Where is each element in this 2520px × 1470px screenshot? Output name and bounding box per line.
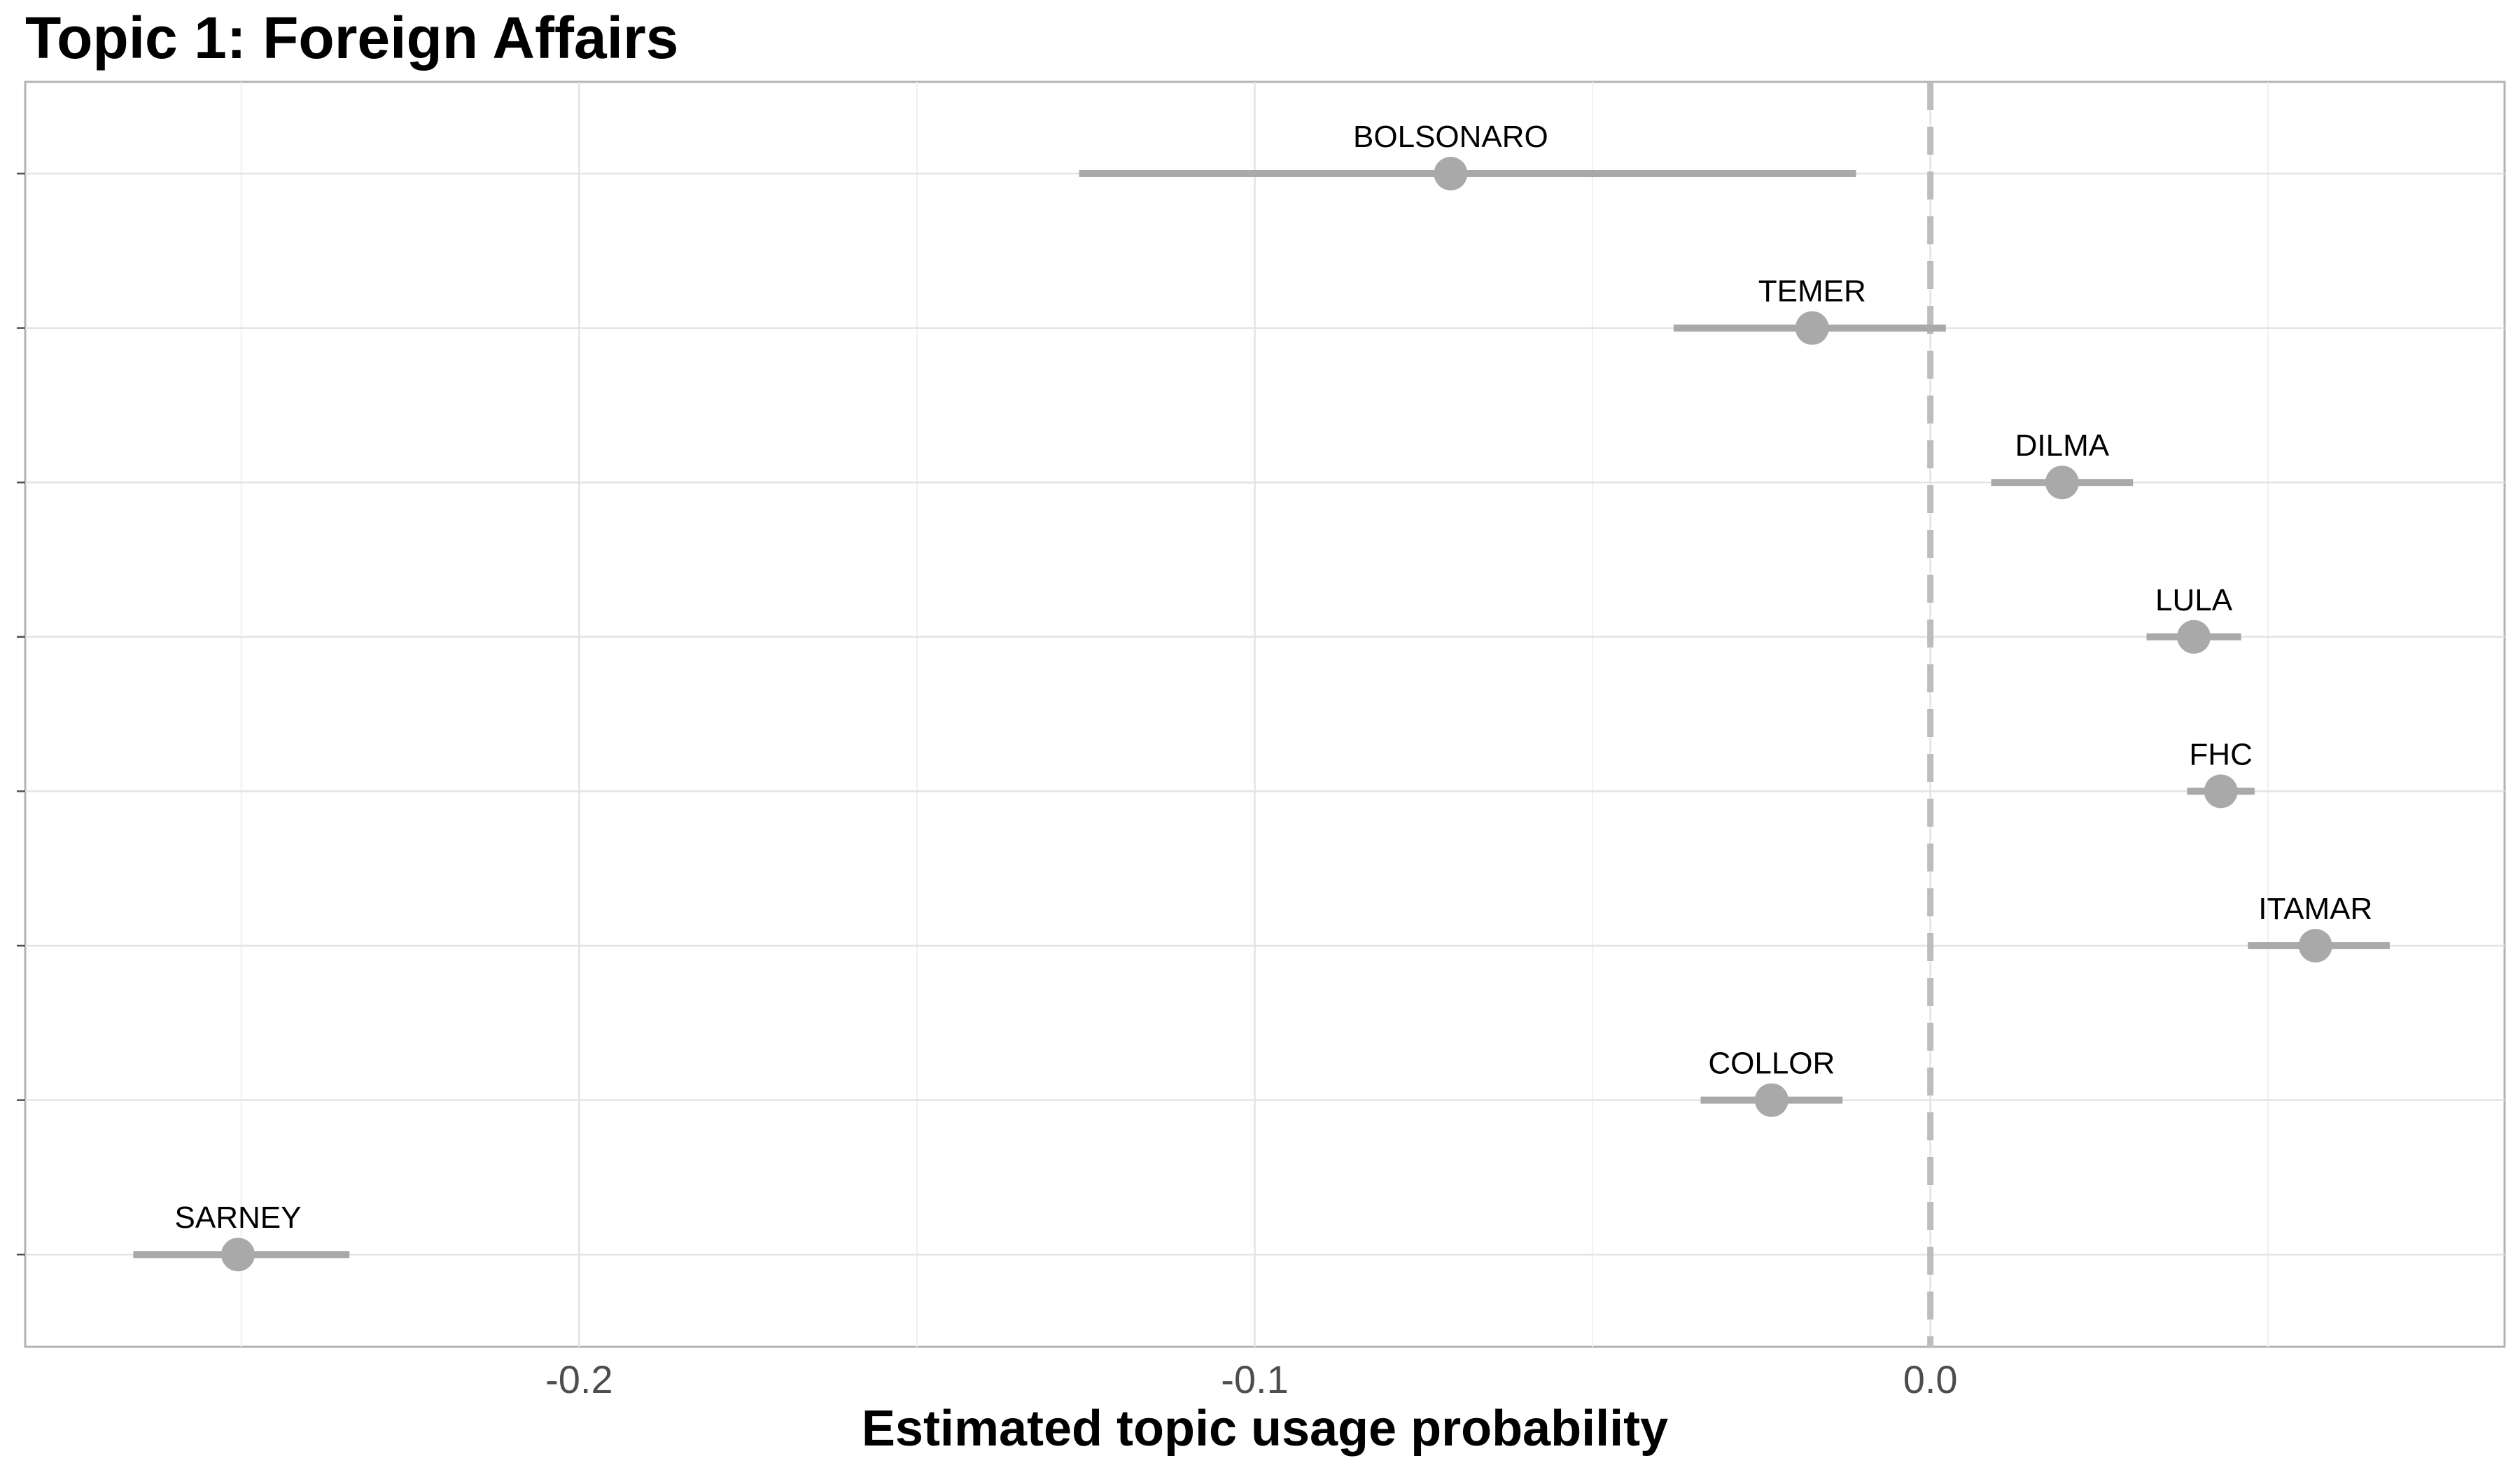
point-fhc	[2204, 774, 2238, 808]
point-label-sarney: SARNEY	[175, 1200, 302, 1235]
point-label-fhc: FHC	[2189, 737, 2252, 771]
point-bolsonaro	[1434, 157, 1468, 190]
point-sarney	[221, 1238, 255, 1272]
point-label-collor: COLLOR	[1708, 1046, 1835, 1081]
point-label-bolsonaro: BOLSONARO	[1353, 120, 1548, 154]
chart-title: Topic 1: Foreign Affairs	[25, 5, 679, 71]
point-label-lula: LULA	[2155, 583, 2233, 617]
plot-panel	[24, 80, 2506, 1348]
point-temer	[1795, 311, 1829, 345]
x-tick-label: 0.0	[1903, 1357, 1958, 1401]
x-tick-labels: -0.2 -0.1 0.0	[545, 1357, 1957, 1401]
point-lula	[2177, 620, 2211, 654]
point-label-itamar: ITAMAR	[2258, 892, 2372, 926]
x-axis-title: Estimated topic usage probability	[862, 1401, 1668, 1457]
data-marks: BOLSONARO TEMER DILMA LULA FHC ITAMAR COLLOR SA…	[133, 120, 2390, 1272]
point-label-temer: TEMER	[1758, 274, 1866, 309]
point-label-dilma: DILMA	[2015, 428, 2110, 463]
x-tick-label: -0.1	[1221, 1357, 1289, 1401]
point-itamar	[2298, 929, 2332, 962]
minor-gridlines	[240, 82, 2269, 1347]
x-tick-label: -0.2	[545, 1357, 613, 1401]
point-dilma	[2045, 465, 2079, 500]
point-collor	[1754, 1083, 1788, 1117]
y-axis-ticks	[17, 172, 25, 1256]
